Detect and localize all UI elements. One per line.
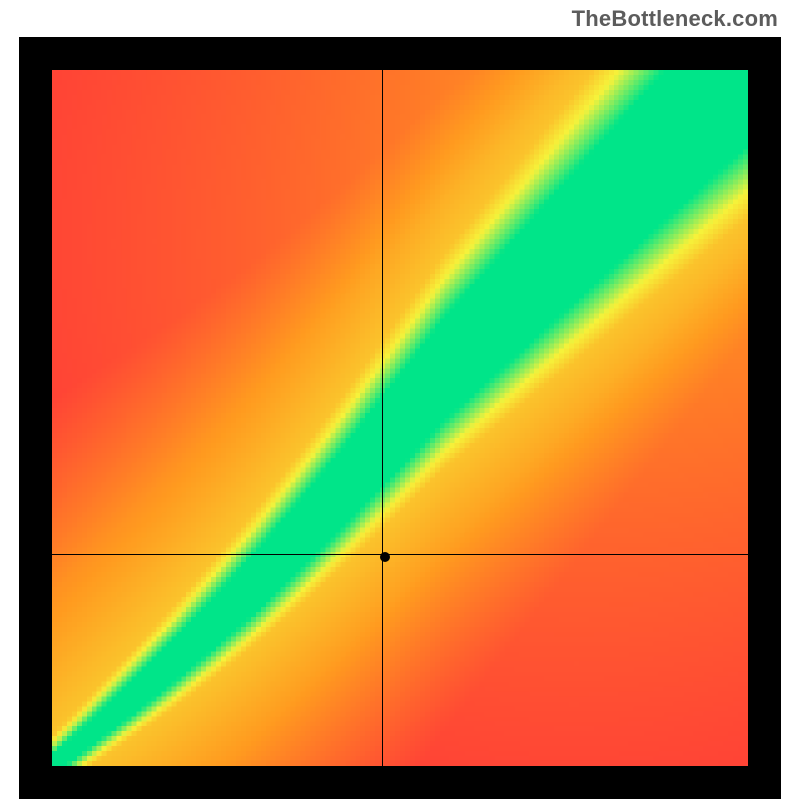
chart-container: TheBottleneck.com xyxy=(0,0,800,800)
data-point-marker xyxy=(380,552,390,562)
crosshair-horizontal xyxy=(52,554,748,555)
crosshair-vertical xyxy=(382,70,383,766)
heatmap-canvas xyxy=(52,70,748,766)
watermark-text: TheBottleneck.com xyxy=(572,6,778,32)
